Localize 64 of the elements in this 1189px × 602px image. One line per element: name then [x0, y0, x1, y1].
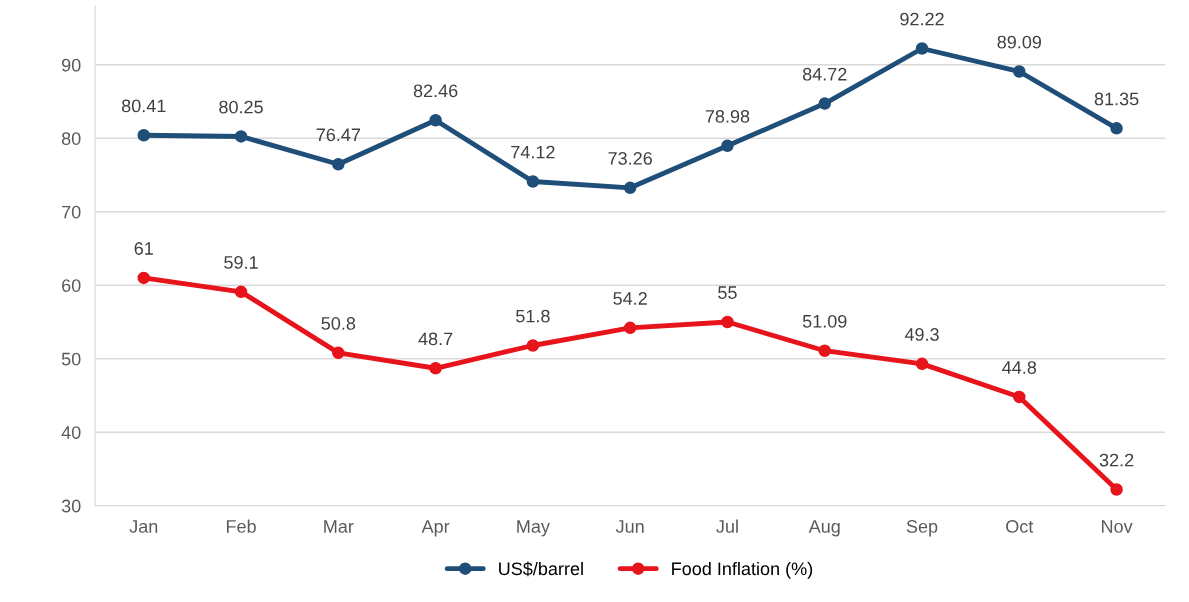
data-label: 59.1	[224, 256, 258, 269]
y-tick-label: 40	[61, 426, 81, 439]
x-tick-label: Nov	[1102, 520, 1133, 533]
x-tick-label: Sep	[906, 520, 938, 537]
data-label: 61	[134, 242, 153, 255]
point	[1110, 483, 1123, 496]
point	[234, 285, 248, 299]
data-label: 80.41	[121, 99, 166, 113]
data-label: 32.2	[1099, 453, 1134, 467]
data-label: 55	[718, 286, 737, 299]
data-label: 49.3	[904, 328, 939, 341]
data-label: 48.7	[418, 332, 453, 346]
data-label: 51.8	[516, 309, 550, 323]
data-label: 51.09	[802, 314, 847, 328]
y-tick-label: 30	[61, 499, 81, 513]
point	[526, 339, 540, 352]
data-label: 82.46	[413, 84, 458, 98]
point	[623, 321, 637, 335]
point	[137, 271, 151, 285]
point	[429, 362, 442, 375]
x-tick-label: May	[517, 520, 550, 537]
point	[1013, 65, 1026, 78]
data-label: 76.47	[316, 128, 361, 142]
x-tick-label: Oct	[1006, 520, 1034, 533]
data-label: 81.35	[1094, 92, 1139, 106]
x-tick-label: Jul	[716, 519, 738, 533]
point	[721, 315, 734, 329]
x-tick-label: Jun	[615, 520, 644, 533]
data-label: 44.8	[1002, 361, 1037, 374]
x-tick-label: Jan	[129, 520, 158, 533]
point	[721, 139, 734, 153]
x-tick-label: Mar	[324, 520, 354, 533]
point	[1110, 122, 1123, 135]
x-tick-label: Apr	[421, 520, 450, 537]
y-tick-label: 50	[61, 352, 81, 366]
point	[915, 42, 929, 55]
x-tick-label: Aug	[808, 520, 840, 537]
legend-label: Food Inflation (%)	[672, 561, 813, 579]
point	[818, 344, 831, 357]
point	[137, 129, 151, 142]
y-tick-label: 60	[62, 279, 81, 292]
data-label: 74.12	[511, 145, 555, 159]
point	[1013, 390, 1026, 404]
data-label: 80.25	[219, 100, 263, 114]
data-label: 89.09	[997, 35, 1042, 49]
point	[234, 130, 248, 143]
point	[623, 181, 637, 195]
point	[429, 113, 442, 127]
data-label: 92.22	[900, 12, 944, 26]
data-label: 54.2	[613, 292, 647, 305]
y-tick-label: 80	[61, 132, 81, 145]
point	[332, 157, 345, 171]
data-label: 73.26	[608, 152, 652, 165]
legend-label: US$/barrel	[499, 561, 583, 577]
data-label: 78.98	[705, 109, 750, 123]
point	[915, 357, 929, 371]
y-tick-label: 90	[62, 58, 81, 72]
x-tick-label: Feb	[226, 519, 256, 533]
point	[526, 175, 540, 188]
y-tick-label: 70	[62, 205, 81, 219]
data-label: 50.8	[321, 317, 356, 330]
data-label: 84.72	[802, 67, 847, 81]
point	[332, 346, 345, 360]
point	[818, 97, 831, 110]
